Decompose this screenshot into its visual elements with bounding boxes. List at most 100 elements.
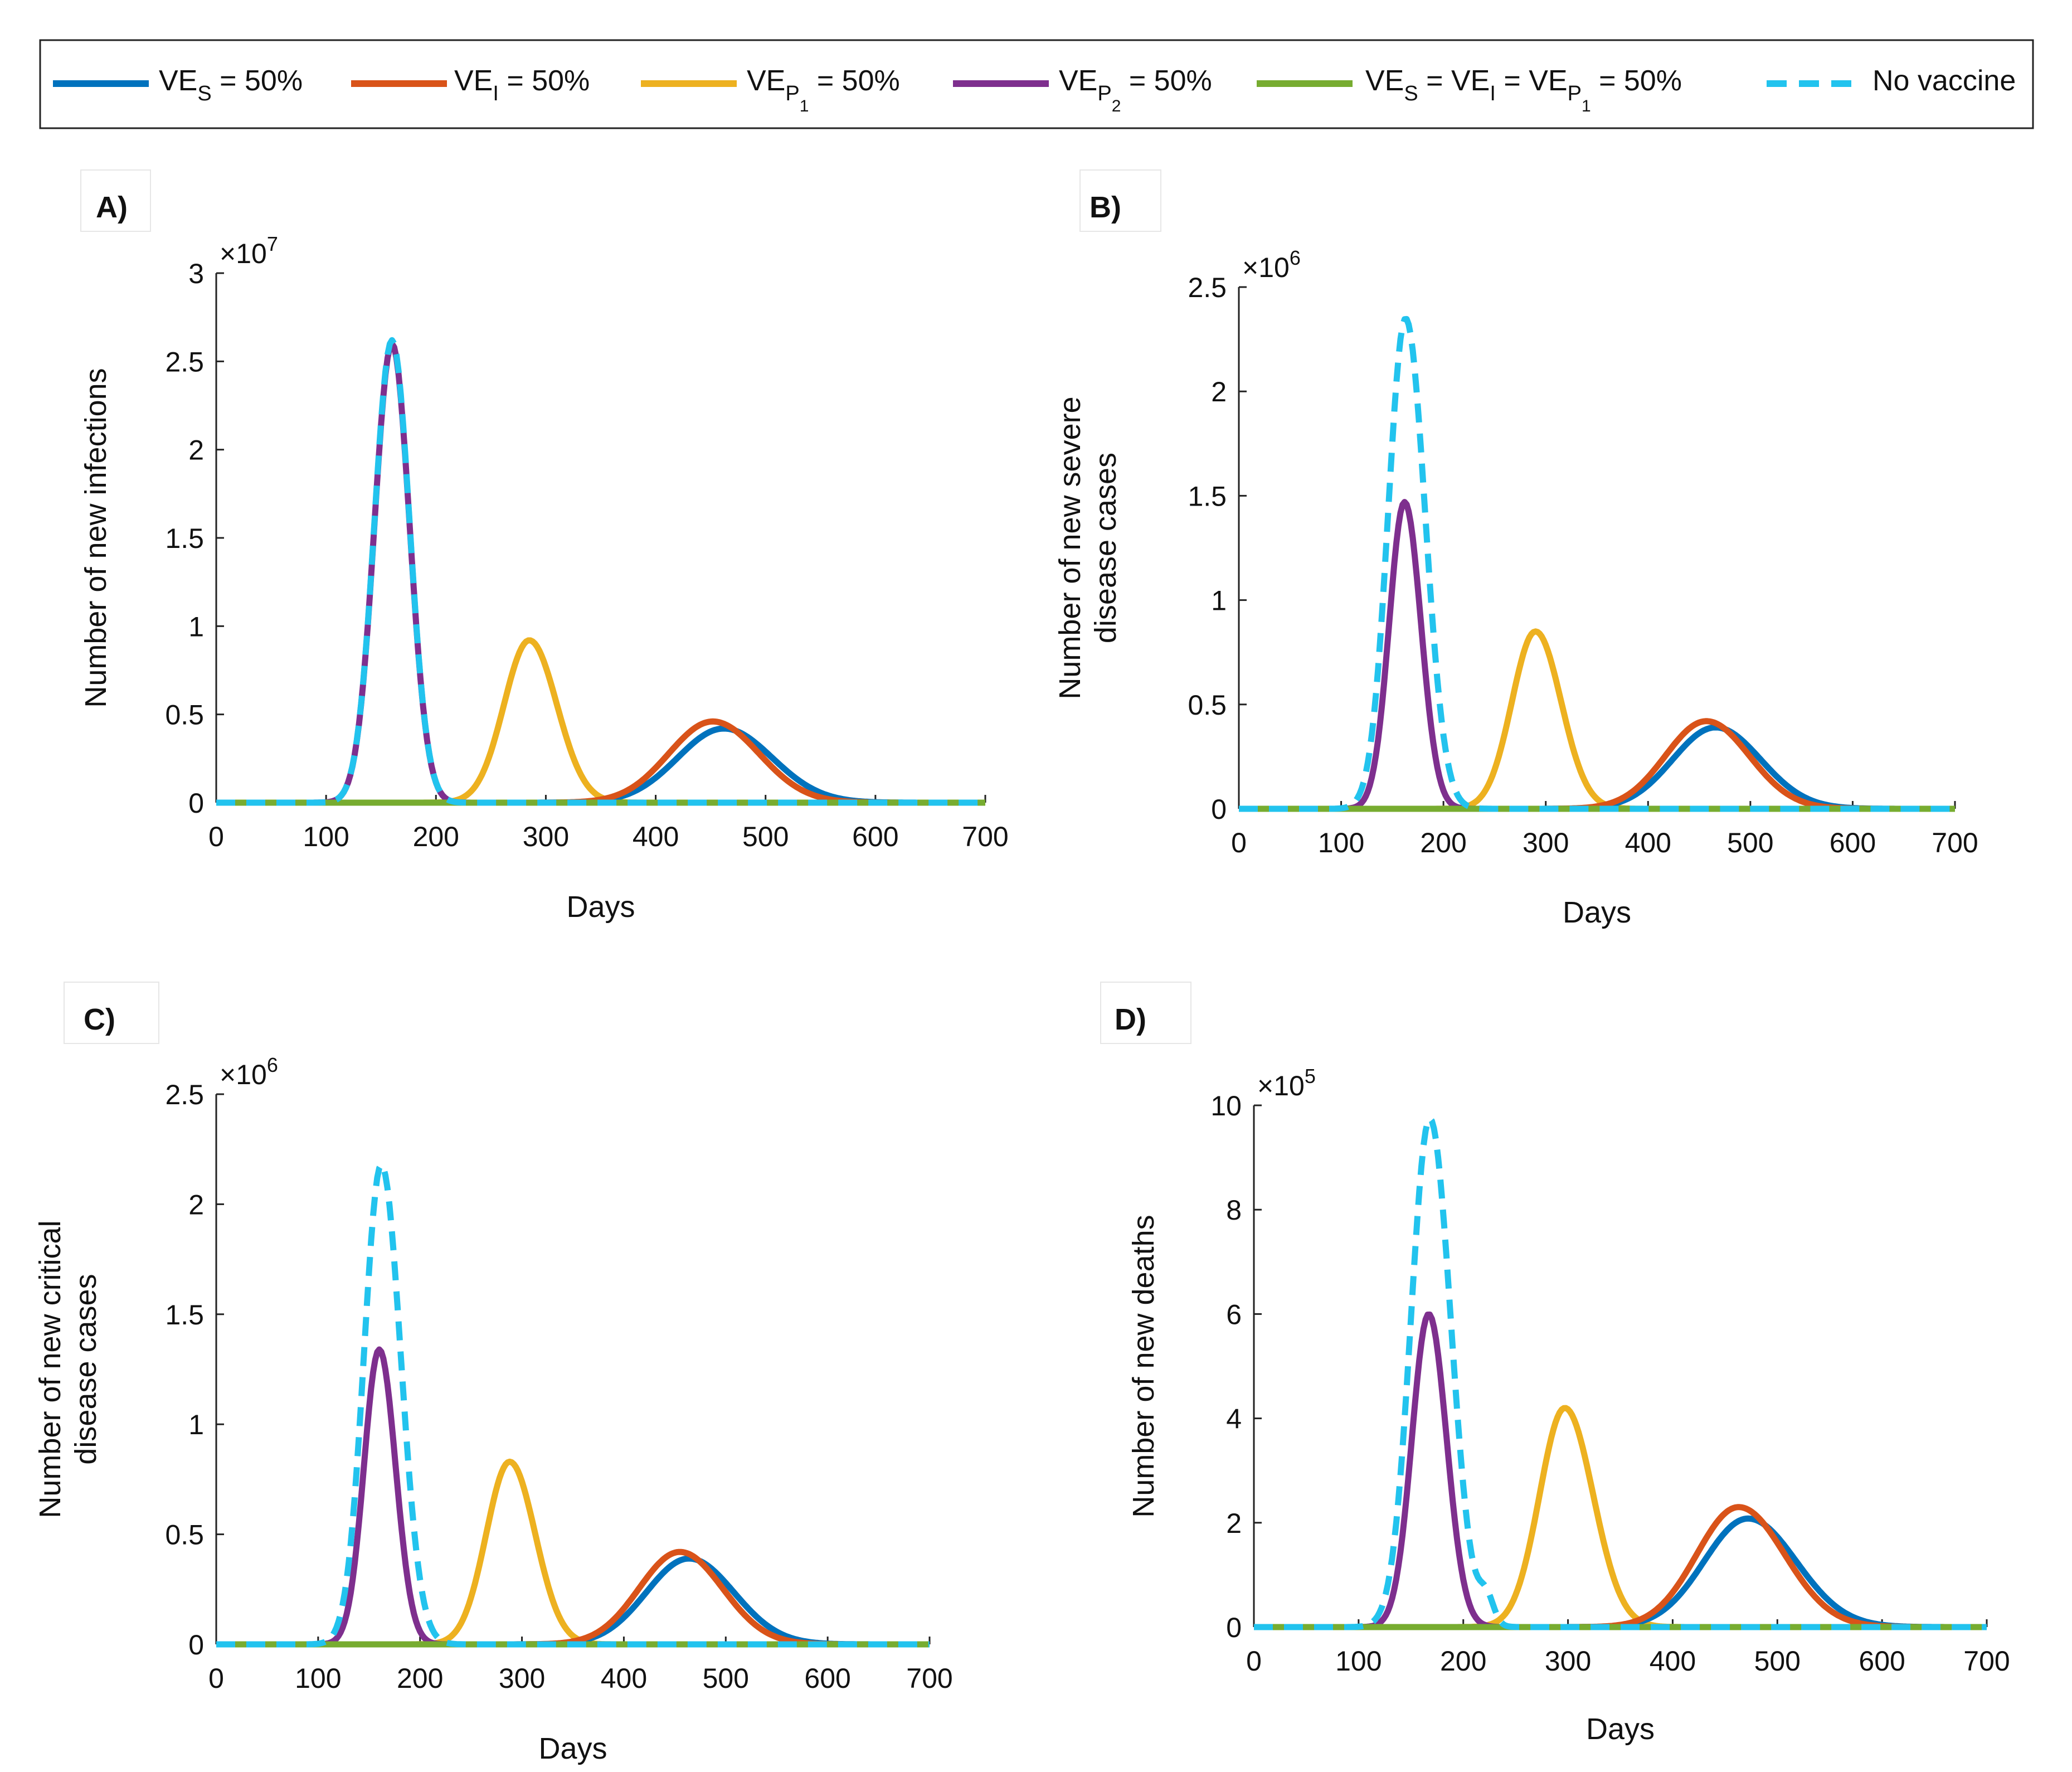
y-tick-label: 1 <box>188 1409 204 1440</box>
series-line-ves <box>1253 1515 1988 1630</box>
y-tick-label: 1.5 <box>165 1299 204 1331</box>
legend-item-vep2: VEP2 = 50% <box>953 65 1212 115</box>
series-line-ves <box>215 725 986 806</box>
y-axis-label: Number of new infections <box>79 368 113 707</box>
y-tick-label: 0.5 <box>165 700 204 731</box>
x-axis-label: Days <box>538 1732 607 1765</box>
x-tick-label: 100 <box>303 821 349 852</box>
series-line-ves <box>215 1555 931 1648</box>
series-line-vei <box>1253 1504 1988 1630</box>
x-tick-label: 0 <box>208 1663 224 1694</box>
y-tick-label: 1 <box>188 611 204 642</box>
x-axis-label: Days <box>1563 896 1631 929</box>
panel-B: B) 0 100 200 300 400 500 600 700 0 0.5 1 1.5 2 2.5 ×106… <box>1053 169 1978 929</box>
x-tick-label: 100 <box>1335 1645 1382 1677</box>
y-tick-label: 4 <box>1226 1404 1242 1435</box>
y-tick-label: 1 <box>1211 585 1227 616</box>
legend-label-vep1: VEP1 = 50% <box>747 65 900 115</box>
y-tick-label: 2.5 <box>165 346 204 377</box>
x-tick-label: 0 <box>1231 827 1247 858</box>
y-tick-label: 0.5 <box>1188 690 1227 721</box>
x-tick-label: 0 <box>208 821 224 852</box>
x-tick-label: 200 <box>397 1663 443 1694</box>
x-tick-label: 600 <box>804 1663 850 1694</box>
legend-label-vei: VEI = 50% <box>454 65 590 105</box>
x-tick-label: 700 <box>1932 827 1978 858</box>
panel-label-box <box>80 169 151 232</box>
legend-item-vei: VEI = 50% <box>351 65 590 105</box>
x-tick-label: 100 <box>1318 827 1364 858</box>
series-line-vep1 <box>1253 1405 1988 1630</box>
series-line-vep1 <box>215 637 986 806</box>
series-line-vep2 <box>215 341 986 806</box>
y-tick-label: 2.5 <box>165 1079 204 1110</box>
panels: A)0 100 200 300 400 500 600 70000.511.522.53×10… <box>33 169 2010 1765</box>
x-tick-label: 500 <box>703 1663 749 1694</box>
x-tick-label: 600 <box>852 821 898 852</box>
y-multiplier: ×107 <box>220 232 278 269</box>
series-line-novaccine <box>215 1161 931 1648</box>
y-multiplier: ×105 <box>1257 1065 1316 1101</box>
x-tick-label: 200 <box>1420 827 1466 858</box>
x-tick-label: 500 <box>1727 827 1773 858</box>
y-tick-label: 0 <box>188 788 204 819</box>
series-line-novaccine <box>215 337 986 806</box>
legend-label-vep2: VEP2 = 50% <box>1059 65 1212 115</box>
y-tick-label: 3 <box>188 258 204 289</box>
panel-label: A) <box>96 191 128 224</box>
x-tick-label: 100 <box>295 1663 341 1694</box>
x-tick-label: 700 <box>962 821 1008 852</box>
y-tick-label: 6 <box>1226 1299 1242 1330</box>
x-tick-label: 600 <box>1830 827 1876 858</box>
series-line-vei <box>215 718 986 806</box>
y-multiplier: ×106 <box>1242 246 1301 283</box>
series-line-novaccine <box>1253 1115 1988 1630</box>
x-tick-label: 400 <box>633 821 679 852</box>
y-tick-label: 8 <box>1226 1195 1242 1226</box>
series-line-vep1 <box>1238 628 1956 812</box>
series-line-vei <box>215 1548 931 1648</box>
y-tick-label: 2 <box>188 1189 204 1220</box>
plot-area <box>1253 1115 1988 1630</box>
y-axis-label: Number of new critical <box>33 1220 67 1518</box>
y-tick-label: 0.5 <box>165 1519 204 1551</box>
y-axis-label: disease cases <box>1089 453 1122 643</box>
y-multiplier: ×106 <box>220 1054 278 1090</box>
panel-label-box <box>64 982 159 1044</box>
y-tick-label: 2 <box>1211 376 1227 407</box>
panel-A: A) 0 100 200 300 400 500 600 700 0 0.5 1 1.5 2 2.5 3 ×10… <box>79 169 1009 924</box>
y-tick-label: 2 <box>188 435 204 466</box>
series-line-vep2 <box>215 1346 931 1648</box>
y-tick-label: 0 <box>1226 1612 1242 1643</box>
panel-label-box <box>1079 169 1161 232</box>
x-tick-label: 500 <box>742 821 789 852</box>
x-tick-label: 700 <box>906 1663 952 1694</box>
x-tick-label: 300 <box>1545 1645 1591 1677</box>
x-tick-label: 400 <box>1625 827 1671 858</box>
y-tick-label: 1.5 <box>165 523 204 554</box>
legend-item-combined: VES = VEI = VEP1 = 50% <box>1257 65 1682 115</box>
legend-item-novaccine: No vaccine <box>1767 65 2016 97</box>
panel-label-box <box>1100 982 1191 1044</box>
legend-label-combined: VES = VEI = VEP1 = 50% <box>1365 65 1682 115</box>
x-tick-label: 500 <box>1754 1645 1801 1677</box>
x-tick-label: 700 <box>1963 1645 2010 1677</box>
series-line-vep1 <box>215 1458 931 1648</box>
series-line-novaccine <box>1238 315 1956 812</box>
x-tick-label: 400 <box>1650 1645 1696 1677</box>
legend-item-ves: VES = 50% <box>53 65 303 105</box>
panel-C: C) 0 100 200 300 400 500 600 700 0 0.5 1 1.5 2 2.5 ×106… <box>33 982 953 1765</box>
x-tick-label: 200 <box>413 821 459 852</box>
panel-label: C) <box>84 1003 115 1036</box>
x-tick-label: 300 <box>499 1663 545 1694</box>
legend-item-vep1: VEP1 = 50% <box>641 65 900 115</box>
x-tick-label: 600 <box>1859 1645 1905 1677</box>
y-tick-label: 10 <box>1210 1090 1242 1122</box>
plot-area <box>1238 315 1956 812</box>
legend-label-ves: VES = 50% <box>159 65 303 105</box>
panel-D: D) 0 100 200 300 400 500 600 700 0 2 4 6 8 10 ×105 Days N… <box>1100 982 2010 1746</box>
panel-label: B) <box>1089 191 1121 224</box>
y-tick-label: 0 <box>188 1629 204 1661</box>
x-tick-label: 0 <box>1246 1645 1262 1677</box>
